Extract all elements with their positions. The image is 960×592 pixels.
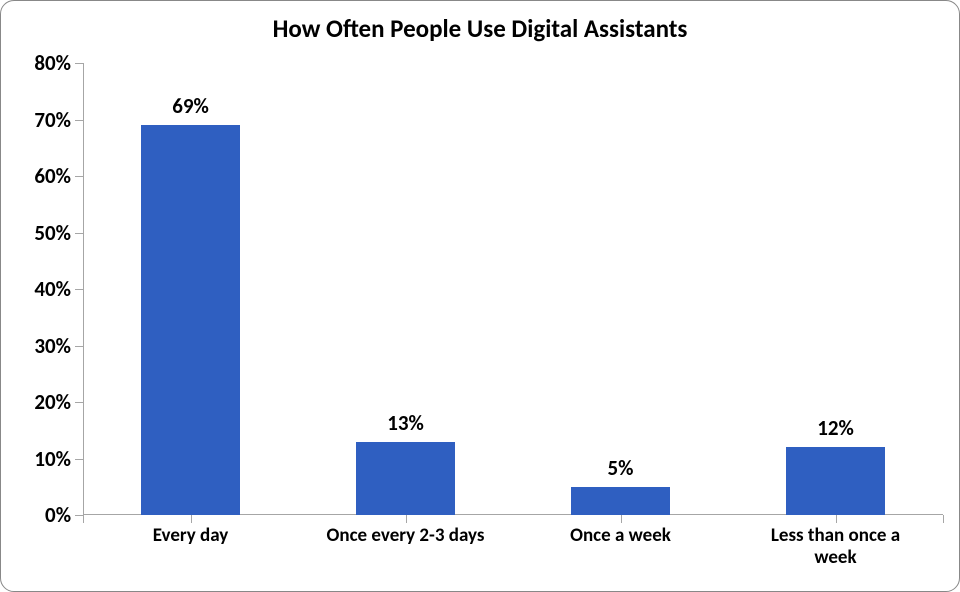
y-tick-label: 60% <box>34 163 71 189</box>
y-tick <box>75 176 83 177</box>
data-label: 12% <box>817 415 854 441</box>
y-tick-label: 20% <box>34 389 71 415</box>
chart-frame: How Often People Use Digital Assistants … <box>0 0 960 592</box>
data-label: 13% <box>387 410 424 436</box>
x-category-label: Once every 2-3 days <box>311 525 501 547</box>
x-tick <box>836 515 837 523</box>
y-tick-label: 30% <box>34 333 71 359</box>
bar <box>571 487 670 515</box>
bar <box>786 447 885 515</box>
x-category-label: Less than once aweek <box>741 525 931 569</box>
x-tick <box>621 515 622 523</box>
x-category-label: Every day <box>96 525 286 547</box>
y-tick <box>75 515 83 516</box>
bar <box>356 442 455 515</box>
y-tick-label: 70% <box>34 107 71 133</box>
y-axis-line <box>83 63 84 515</box>
bar <box>141 125 240 515</box>
x-category-label: Once a week <box>526 525 716 547</box>
y-tick <box>75 289 83 290</box>
x-tick <box>191 515 192 523</box>
x-tick <box>406 515 407 523</box>
y-tick-label: 80% <box>34 50 71 76</box>
y-tick <box>75 346 83 347</box>
chart-title: How Often People Use Digital Assistants <box>1 13 959 44</box>
y-tick-label: 10% <box>34 446 71 472</box>
y-tick <box>75 120 83 121</box>
y-tick-label: 50% <box>34 220 71 246</box>
data-label: 69% <box>172 93 209 119</box>
data-label: 5% <box>608 455 634 481</box>
plot-area: 0%10%20%30%40%50%60%70%80%69%Every day13… <box>83 63 943 515</box>
x-tick <box>943 515 944 523</box>
y-tick <box>75 402 83 403</box>
y-tick-label: 0% <box>45 502 71 528</box>
y-tick <box>75 233 83 234</box>
y-tick <box>75 459 83 460</box>
x-tick <box>83 515 84 523</box>
y-tick-label: 40% <box>34 276 71 302</box>
y-tick <box>75 63 83 64</box>
